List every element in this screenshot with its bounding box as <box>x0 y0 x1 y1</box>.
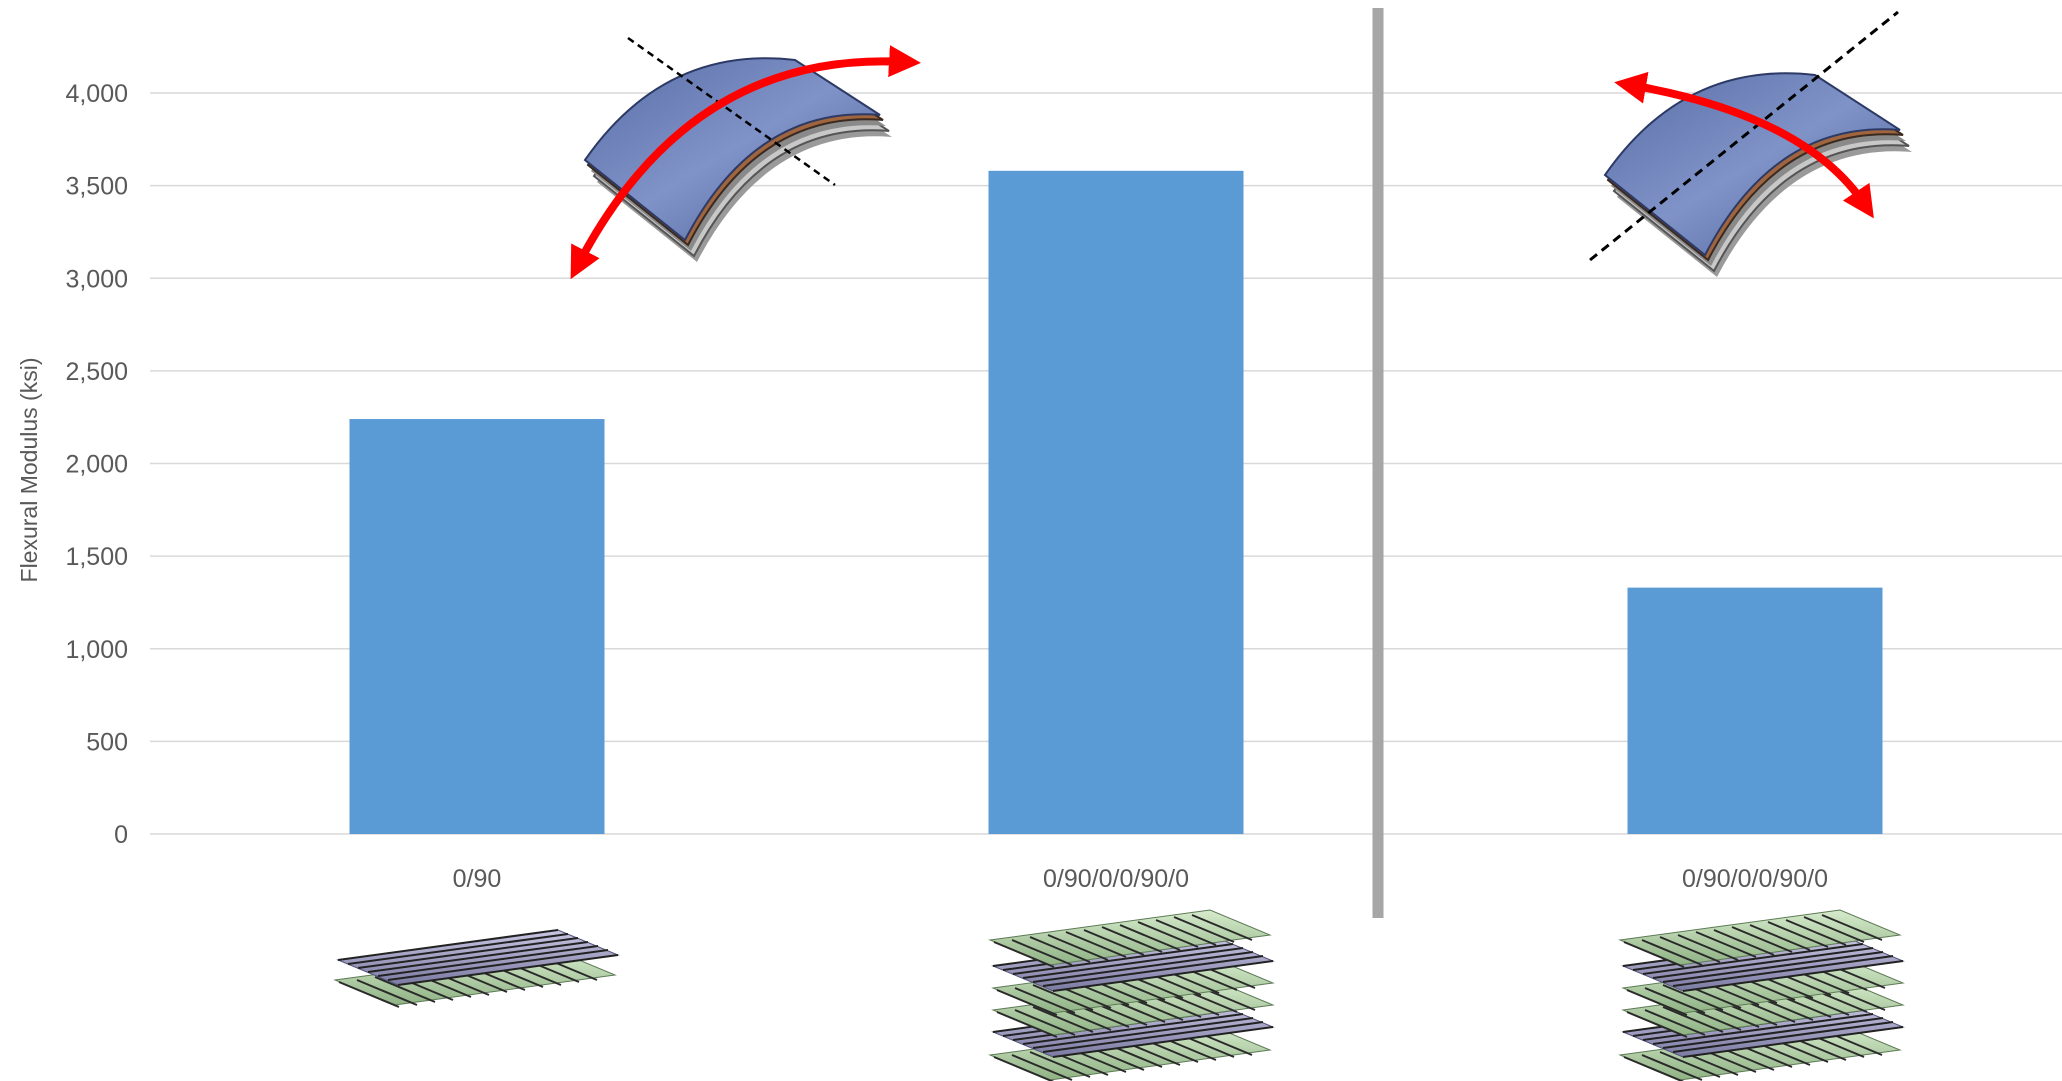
y-tick-label: 3,500 <box>65 173 128 201</box>
bar <box>988 170 1244 834</box>
y-tick-label: 3,000 <box>65 265 128 293</box>
y-tick-label: 0 <box>114 821 128 849</box>
y-tick-label: 1,500 <box>65 543 128 571</box>
y-axis-ticks: 0 500 1,000 1,500 2,000 2,500 3,000 3,500 4,000 <box>65 80 128 849</box>
y-axis-label: Flexural Modulus (ksi) <box>16 358 42 583</box>
x-tick-label: 0/90 <box>453 865 502 893</box>
x-tick-label: 0/90/0/0/90/0 <box>1682 865 1828 893</box>
six-ply-layup-icon <box>989 909 1274 1081</box>
curved-laminate-bend-across-icon <box>570 36 921 280</box>
bar <box>349 419 605 834</box>
y-tick-label: 4,000 <box>65 80 128 108</box>
y-tick-label: 1,000 <box>65 636 128 664</box>
curved-laminate-bend-along-icon <box>1589 10 1913 279</box>
bars <box>349 170 1883 834</box>
x-tick-label: 0/90/0/0/90/0 <box>1043 865 1189 893</box>
six-ply-layup-icon <box>1619 909 1904 1081</box>
y-tick-label: 2,500 <box>65 358 128 386</box>
two-ply-layup-icon <box>334 929 619 1008</box>
y-tick-label: 2,000 <box>65 451 128 479</box>
x-axis-ticks: 0/90 0/90/0/0/90/0 0/90/0/0/90/0 <box>453 865 1828 893</box>
y-tick-label: 500 <box>86 728 128 756</box>
bar <box>1627 587 1883 834</box>
